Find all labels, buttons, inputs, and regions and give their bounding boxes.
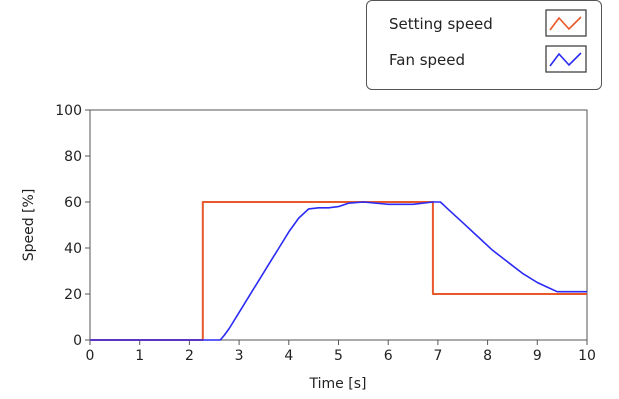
legend-label-fan-speed: Fan speed xyxy=(389,51,466,69)
x-tick-label: 2 xyxy=(185,348,194,364)
x-tick-label: 7 xyxy=(433,348,442,364)
legend-swatch-setting-speed xyxy=(545,9,587,37)
plot-area xyxy=(89,109,588,341)
x-tick-label: 6 xyxy=(384,348,393,364)
x-tick-label: 0 xyxy=(86,348,95,364)
chart-legend: Setting speed Fan speed xyxy=(366,0,602,90)
y-tick-label: 20 xyxy=(64,287,82,303)
x-axis-title: Time [s] xyxy=(309,376,367,392)
legend-swatch-fan-speed xyxy=(545,45,587,73)
x-tick-label: 1 xyxy=(135,348,144,364)
legend-entry-fan-speed: Fan speed xyxy=(367,45,601,79)
y-tick-label: 0 xyxy=(73,333,82,349)
x-tick-label: 3 xyxy=(235,348,244,364)
x-tick-label: 8 xyxy=(483,348,492,364)
y-tick-label: 80 xyxy=(64,149,82,165)
x-tick-label: 10 xyxy=(578,348,596,364)
x-tick-label: 9 xyxy=(533,348,542,364)
legend-label-setting-speed: Setting speed xyxy=(389,15,493,33)
y-tick-label: 40 xyxy=(64,241,82,257)
y-axis-title: Speed [%] xyxy=(21,189,37,262)
x-tick-label: 4 xyxy=(284,348,293,364)
y-tick-label: 60 xyxy=(64,195,82,211)
x-tick-label: 5 xyxy=(334,348,343,364)
series-line-fan-speed xyxy=(90,201,587,341)
y-tick-label: 100 xyxy=(55,103,82,119)
legend-entry-setting-speed: Setting speed xyxy=(367,9,601,43)
